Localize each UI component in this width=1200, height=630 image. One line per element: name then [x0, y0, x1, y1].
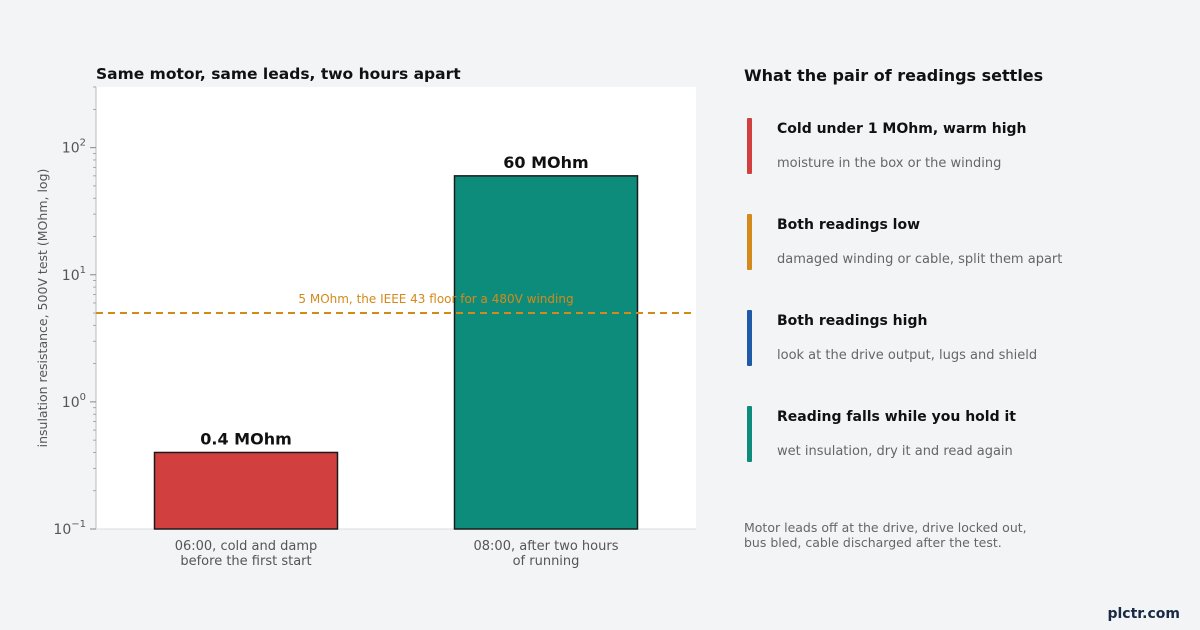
test-note: Motor leads off at the drive, drive lock… — [744, 520, 1044, 550]
legend-item-text: wet insulation, dry it and read again — [777, 444, 1013, 459]
legend-item: Both readings high look at the drive outp… — [747, 310, 1177, 368]
chart-marks: 10−1 100 101 102 0.4 MOhm 06:00, cold and dam… — [53, 86, 696, 569]
legend-item-heading: Reading falls while you hold it — [777, 409, 1016, 425]
legend-panel: What the pair of readings settles — [744, 66, 1174, 85]
y-tick-label: 10−1 — [53, 519, 86, 538]
legend-item-text: moisture in the box or the winding — [777, 156, 1002, 171]
legend-item: Cold under 1 MOhm, warm high moisture in … — [747, 118, 1177, 176]
reference-line-label: 5 MOhm, the IEEE 43 floor for a 480V win… — [298, 292, 573, 306]
x-tick-label: 06:00, cold and damp — [175, 539, 318, 554]
y-tick-label: 100 — [62, 392, 86, 411]
panel-title: What the pair of readings settles — [744, 66, 1044, 85]
data-label: 0.4 MOhm — [200, 429, 292, 448]
legend-item-heading: Cold under 1 MOhm, warm high — [777, 121, 1027, 137]
y-tick-label: 101 — [62, 265, 86, 284]
note-line: bus bled, cable discharged after the tes… — [744, 535, 1002, 550]
legend-item: Reading falls while you hold it wet insul… — [747, 406, 1177, 464]
bar — [453, 175, 639, 530]
y-tick-label: 102 — [62, 138, 86, 157]
legend-item: Both readings low damaged winding or cabl… — [747, 214, 1177, 272]
legend-item-heading: Both readings low — [777, 217, 921, 233]
legend-color-bar — [747, 310, 752, 366]
legend-item-heading: Both readings high — [777, 313, 928, 329]
brand-logo: plctr.com — [1107, 606, 1180, 622]
legend-color-bar — [747, 214, 752, 270]
legend-item-text: damaged winding or cable, split them apa… — [777, 252, 1063, 267]
x-tick-label: of running — [513, 554, 580, 569]
legend-color-bar — [747, 118, 752, 174]
y-axis-label: insulation resistance, 500V test (MOhm, … — [35, 169, 50, 448]
data-label: 60 MOhm — [503, 153, 588, 172]
chart-title: Same motor, same leads, two hours apart — [96, 65, 461, 83]
x-tick-label: 08:00, after two hours — [474, 539, 619, 554]
x-tick-label: before the first start — [180, 554, 311, 569]
bar — [153, 451, 339, 530]
note-line: Motor leads off at the drive, drive lock… — [744, 520, 1027, 535]
legend-color-bar — [747, 406, 752, 462]
legend-item-text: look at the drive output, lugs and shiel… — [777, 348, 1038, 363]
